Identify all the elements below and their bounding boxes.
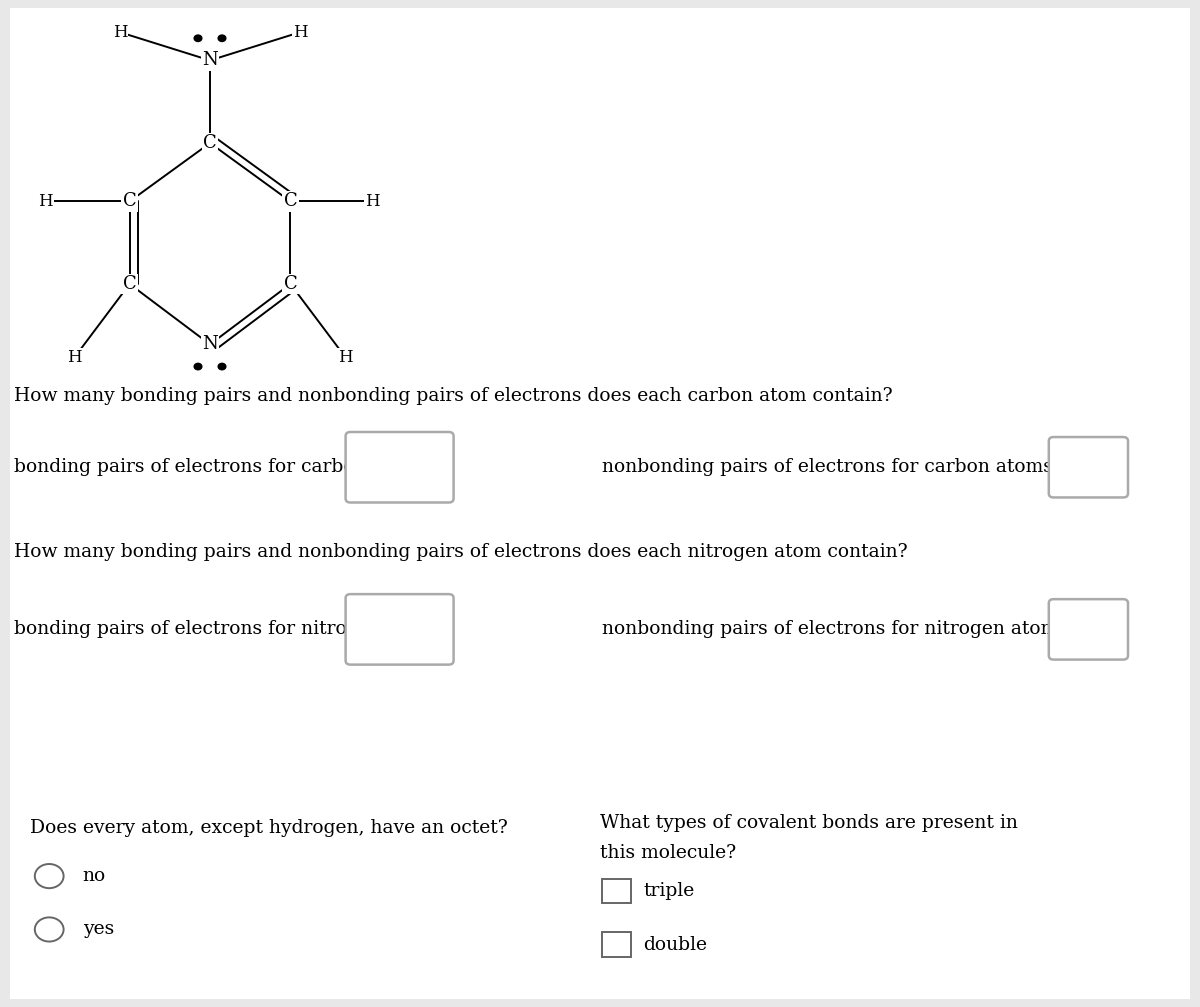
Circle shape — [194, 364, 202, 370]
Text: H: H — [113, 24, 127, 40]
Text: yes: yes — [83, 920, 114, 939]
Circle shape — [218, 364, 226, 370]
Text: H: H — [338, 349, 353, 366]
Circle shape — [218, 35, 226, 41]
Text: nonbonding pairs of electrons for carbon atoms:: nonbonding pairs of electrons for carbon… — [602, 458, 1060, 476]
Text: Does every atom, except hydrogen, have an octet?: Does every atom, except hydrogen, have a… — [30, 819, 508, 837]
Text: triple: triple — [643, 882, 695, 900]
Text: C: C — [283, 192, 298, 210]
FancyBboxPatch shape — [602, 932, 631, 957]
Text: C: C — [122, 192, 137, 210]
FancyBboxPatch shape — [602, 879, 631, 903]
Text: How many bonding pairs and nonbonding pairs of electrons does each carbon atom c: How many bonding pairs and nonbonding pa… — [14, 387, 893, 405]
FancyBboxPatch shape — [346, 432, 454, 502]
Text: What types of covalent bonds are present in: What types of covalent bonds are present… — [600, 814, 1018, 832]
Text: N: N — [202, 51, 218, 69]
FancyBboxPatch shape — [346, 594, 454, 665]
Text: nonbonding pairs of electrons for nitrogen atoms:: nonbonding pairs of electrons for nitrog… — [602, 620, 1074, 638]
Text: N: N — [202, 335, 218, 353]
Text: H: H — [67, 349, 82, 366]
Text: H: H — [38, 193, 53, 209]
Text: bonding pairs of electrons for nitrogen atoms:: bonding pairs of electrons for nitrogen … — [14, 620, 451, 638]
Text: this molecule?: this molecule? — [600, 844, 736, 862]
Text: C: C — [122, 275, 137, 293]
FancyBboxPatch shape — [1049, 599, 1128, 660]
Text: H: H — [365, 193, 379, 209]
Text: C: C — [203, 134, 217, 152]
FancyBboxPatch shape — [1049, 437, 1128, 497]
Text: no: no — [83, 867, 106, 885]
Text: bonding pairs of electrons for carbon atoms:: bonding pairs of electrons for carbon at… — [14, 458, 437, 476]
Circle shape — [194, 35, 202, 41]
FancyBboxPatch shape — [10, 8, 1190, 999]
Text: H: H — [293, 24, 307, 40]
Text: C: C — [283, 275, 298, 293]
Text: double: double — [643, 936, 707, 954]
Text: How many bonding pairs and nonbonding pairs of electrons does each nitrogen atom: How many bonding pairs and nonbonding pa… — [14, 543, 908, 561]
